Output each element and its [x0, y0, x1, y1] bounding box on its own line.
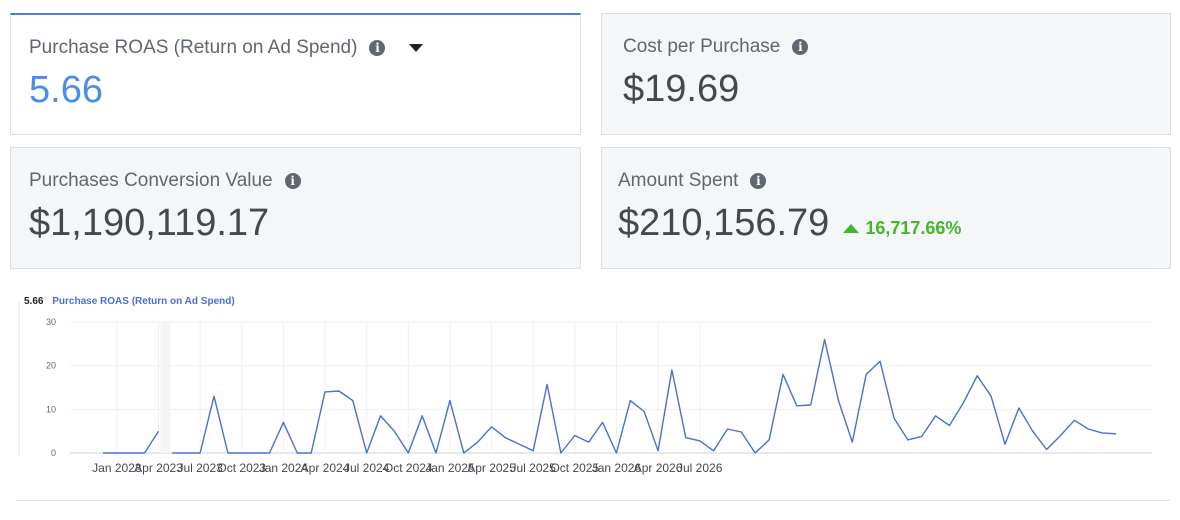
cpp-card-title: Cost per Purchase i [623, 36, 809, 58]
x-tick-label: Apr 2024 [301, 461, 350, 475]
y-tick-label: 30 [46, 317, 56, 327]
x-tick-label: Oct 2023 [217, 461, 266, 475]
x-tick-label: Oct 2025 [550, 461, 599, 475]
info-icon[interactable]: i [284, 173, 301, 189]
cpp-label: Cost per Purchase [623, 36, 781, 57]
info-icon[interactable]: i [792, 39, 809, 55]
x-tick-label: Jan 2024 [259, 461, 309, 475]
x-tick-label: Apr 2025 [467, 461, 516, 475]
series-line [103, 338, 1117, 454]
y-tick-label: 0 [51, 448, 56, 458]
roas-value: 5.66 [29, 69, 103, 111]
x-tick-label: Jan 2023 [92, 461, 142, 475]
purchases-conversion-value-card[interactable]: Purchases Conversion Value i $1,190,119.… [10, 147, 581, 269]
amount-spent-card[interactable]: Amount Spent i $210,156.79 16,717.66% [601, 147, 1171, 269]
cost-per-purchase-card[interactable]: Cost per Purchase i $19.69 [601, 13, 1171, 135]
info-icon[interactable]: i [750, 173, 767, 189]
x-tick-label: Oct 2024 [384, 461, 433, 475]
triangle-up-icon [843, 224, 860, 233]
chart-summary-value: 5.66 [24, 296, 44, 307]
spent-value-row: $210,156.79 16,717.66% [618, 202, 961, 245]
roas-card[interactable]: Purchase ROAS (Return on Ad Spend) i 5.6… [10, 13, 581, 135]
x-tick-label: Jul 2026 [677, 461, 723, 475]
y-tick-label: 10 [46, 404, 56, 414]
spent-delta-text: 16,717.66% [865, 218, 962, 238]
x-tick-label: Apr 2026 [634, 461, 683, 475]
chart-header: 5.66 Purchase ROAS (Return on Ad Spend) [24, 296, 235, 307]
x-tick-label: Jul 2024 [344, 461, 390, 475]
pcv-card-title: Purchases Conversion Value i [29, 170, 301, 192]
x-tick-label: Jul 2023 [177, 461, 223, 475]
caret-down-icon[interactable] [409, 44, 424, 52]
info-icon[interactable]: i [369, 40, 386, 56]
roas-label: Purchase ROAS (Return on Ad Spend) [29, 37, 358, 58]
roas-chart: 5.66 Purchase ROAS (Return on Ad Spend) … [16, 290, 1170, 501]
y-tick-label: 20 [46, 361, 56, 371]
chart-series-label: Purchase ROAS (Return on Ad Spend) [52, 296, 235, 307]
x-tick-label: Jan 2025 [425, 461, 475, 475]
spent-delta: 16,717.66% [843, 218, 961, 239]
roas-card-title: Purchase ROAS (Return on Ad Spend) i [29, 37, 424, 59]
spent-label: Amount Spent [618, 170, 739, 191]
x-tick-label: Apr 2023 [134, 461, 183, 475]
pcv-value: $1,190,119.17 [29, 202, 270, 244]
gap-band [160, 322, 171, 453]
pcv-label: Purchases Conversion Value [29, 170, 273, 191]
spent-value: $210,156.79 [618, 202, 830, 244]
x-tick-label: Jul 2025 [510, 461, 556, 475]
spent-card-title: Amount Spent i [618, 170, 767, 192]
cpp-value: $19.69 [623, 68, 740, 110]
x-tick-label: Jan 2026 [592, 461, 642, 475]
